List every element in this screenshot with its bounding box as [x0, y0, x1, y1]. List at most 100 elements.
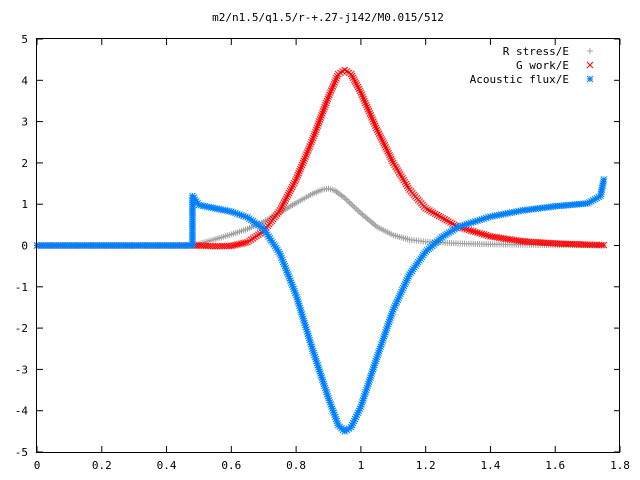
data-point [428, 208, 435, 215]
data-point [277, 205, 285, 212]
data-point [388, 157, 396, 165]
data-point [357, 89, 365, 97]
data-point [347, 70, 355, 78]
x-tick-label: 1 [358, 459, 365, 472]
data-point [283, 193, 291, 201]
data-point [315, 120, 322, 128]
data-point [276, 207, 284, 214]
data-point [394, 167, 402, 174]
data-point [393, 165, 401, 173]
data-point [437, 213, 445, 221]
data-point [329, 83, 337, 90]
data-point [350, 76, 358, 84]
data-point [593, 194, 601, 202]
x-tick-label: 1.6 [545, 459, 565, 472]
data-point [297, 165, 304, 173]
data-point [439, 214, 447, 222]
data-point [353, 81, 361, 89]
data-point [288, 183, 296, 191]
data-point [362, 99, 369, 107]
y-tick-label: -4 [15, 405, 29, 418]
data-point [447, 219, 454, 226]
data-point [389, 159, 397, 167]
data-point [284, 191, 292, 199]
data-point [398, 172, 405, 180]
data-point [286, 187, 294, 195]
data-point [361, 97, 368, 105]
data-point [327, 87, 335, 94]
data-point [366, 109, 374, 117]
legend-marker [586, 61, 594, 69]
data-point [600, 176, 608, 183]
data-point [294, 171, 302, 179]
data-point [298, 161, 306, 169]
data-point [349, 74, 357, 82]
y-tick-label: 1 [21, 198, 28, 211]
data-point [351, 78, 359, 85]
legend-marker [586, 75, 594, 83]
data-point [471, 228, 479, 236]
y-tick-label: 4 [21, 74, 28, 87]
data-point [291, 178, 299, 185]
data-point [369, 116, 376, 123]
y-tick-label: 0 [21, 240, 28, 253]
data-point [301, 155, 308, 163]
data-point [465, 226, 473, 234]
data-point [310, 132, 318, 140]
data-point [234, 241, 241, 248]
data-point [469, 227, 477, 235]
data-point [328, 85, 336, 92]
legend-marker [587, 48, 593, 54]
data-point [305, 145, 313, 152]
data-point [374, 128, 382, 136]
y-tick-label: 3 [21, 116, 28, 129]
data-point [400, 176, 408, 184]
x-tick-label: 0 [34, 459, 41, 472]
data-point [348, 72, 356, 80]
data-point [482, 231, 490, 239]
data-point [387, 153, 394, 161]
data-point [373, 126, 381, 134]
data-point [377, 134, 385, 141]
data-point [355, 85, 363, 93]
data-point [478, 230, 486, 238]
data-point [435, 212, 443, 220]
data-point [230, 242, 237, 249]
data-point [402, 180, 410, 188]
data-point [375, 130, 383, 138]
data-point [311, 130, 318, 138]
data-point [315, 118, 323, 125]
data-point [396, 171, 404, 178]
data-point [308, 136, 316, 144]
data-point [358, 91, 366, 99]
y-tick-label: -5 [15, 446, 28, 459]
data-point [318, 109, 326, 117]
data-point [318, 112, 325, 119]
data-point [476, 229, 484, 237]
data-point [306, 143, 314, 150]
x-tick-label: 0.6 [221, 459, 241, 472]
y-tick-label: 2 [21, 157, 28, 170]
x-tick-label: 0.8 [286, 459, 306, 472]
data-point [322, 99, 330, 107]
data-point [360, 95, 367, 103]
data-point [322, 101, 329, 109]
data-point [363, 103, 371, 111]
data-point [309, 134, 317, 142]
data-point [372, 124, 380, 132]
data-point [443, 217, 450, 224]
data-point [399, 174, 406, 182]
data-point [323, 97, 331, 105]
data-point [378, 136, 386, 143]
data-point [381, 142, 389, 149]
data-point [227, 242, 235, 250]
data-point [313, 124, 321, 132]
plot-frame [36, 38, 620, 453]
data-point [376, 132, 384, 140]
data-point [308, 138, 315, 146]
data-point [325, 93, 332, 101]
data-point [300, 157, 308, 165]
chart-title: m2/n1.5/q1.5/r-+.27-j142/M0.015/512 [212, 11, 444, 24]
y-tick-label: -3 [15, 363, 28, 376]
data-point [441, 215, 449, 223]
